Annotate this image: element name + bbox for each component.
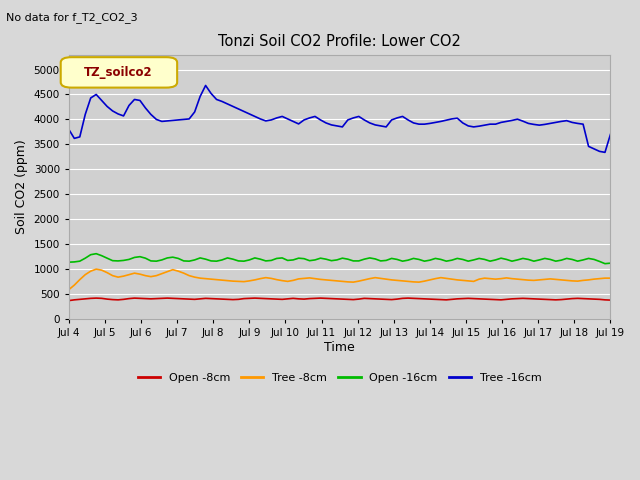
Legend: Open -8cm, Tree -8cm, Open -16cm, Tree -16cm: Open -8cm, Tree -8cm, Open -16cm, Tree -… xyxy=(133,369,546,387)
FancyBboxPatch shape xyxy=(61,57,177,88)
Text: No data for f_T2_CO2_3: No data for f_T2_CO2_3 xyxy=(6,12,138,23)
Text: TZ_soilco2: TZ_soilco2 xyxy=(84,66,153,79)
Title: Tonzi Soil CO2 Profile: Lower CO2: Tonzi Soil CO2 Profile: Lower CO2 xyxy=(218,34,461,49)
X-axis label: Time: Time xyxy=(324,341,355,354)
Y-axis label: Soil CO2 (ppm): Soil CO2 (ppm) xyxy=(15,139,28,234)
